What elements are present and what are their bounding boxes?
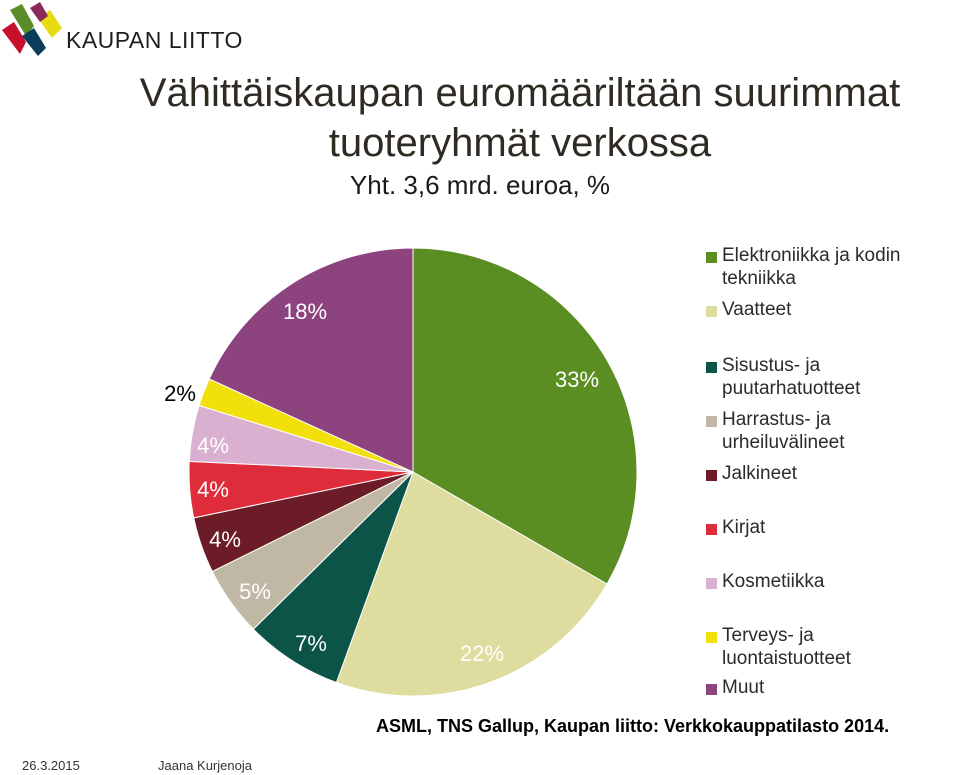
logo-text: KAUPAN LIITTO [66, 27, 243, 53]
chart-source: ASML, TNS Gallup, Kaupan liitto: Verkkok… [376, 716, 890, 736]
legend-label: Kosmetiikka [722, 570, 952, 593]
legend-swatch [706, 362, 717, 373]
legend-label: Vaatteet [722, 298, 952, 321]
pie-slice-label-8: 2% [164, 381, 196, 406]
legend-label-line: Muut [722, 677, 765, 698]
legend-label-line: tekniikka [722, 268, 796, 289]
footer-date: 26.3.2015 [22, 758, 80, 773]
legend-label-line: Harrastus- ja [722, 409, 831, 430]
pie-slice-2 [335, 471, 608, 697]
pie-slice-label-4: 5% [239, 579, 271, 604]
footer-author: Jaana Kurjenoja [158, 758, 252, 773]
logo-mark-red [2, 22, 26, 54]
legend-label-line: luontaistuotteet [722, 648, 851, 669]
legend-label: Jalkineet [722, 462, 952, 485]
legend-label-line: urheiluvälineet [722, 432, 845, 453]
legend-swatch [706, 684, 717, 695]
legend-label: Terveys- ja luontaistuotteet [722, 624, 952, 670]
legend-swatch [706, 416, 717, 427]
chart-title-line-1: Vähittäiskaupan euromääriltään suurimmat [139, 71, 901, 115]
logo-mark-purple [30, 2, 48, 22]
legend-label-line: Kirjat [722, 517, 766, 538]
pie-slice-9 [208, 247, 414, 473]
pie-slice-label-1: 33% [555, 367, 599, 392]
legend-label-line: Kosmetiikka [722, 571, 825, 592]
kaupan-liitto-logo [2, 2, 62, 56]
legend-label-line: Vaatteet [722, 299, 792, 320]
pie-slice-label-7: 4% [197, 433, 229, 458]
legend-swatch [706, 524, 717, 535]
logo-mark-navy [22, 28, 46, 56]
legend-swatch [706, 306, 717, 317]
pie-slice-label-2: 22% [460, 641, 504, 666]
chart-title-line-2: tuoteryhmät verkossa [328, 121, 712, 165]
pie-slice-label-5: 4% [209, 527, 241, 552]
legend-label: Harrastus- ja urheiluvälineet [722, 408, 952, 454]
pie-slice-label-6: 4% [197, 477, 229, 502]
legend-label: Sisustus- ja puutarhatuotteet [722, 354, 952, 400]
legend-label-line: Terveys- ja [722, 625, 814, 646]
legend-label: Kirjat [722, 516, 952, 539]
legend-swatch [706, 578, 717, 589]
legend-swatch [706, 470, 717, 481]
legend-label-line: Elektroniikka ja kodin [722, 245, 901, 266]
legend-label: Elektroniikka ja kodin tekniikka [722, 244, 952, 290]
legend-swatch [706, 632, 717, 643]
pie-slice-label-3: 7% [295, 631, 327, 656]
pie-slice-label-9: 18% [283, 299, 327, 324]
legend-label-line: Jalkineet [722, 463, 797, 484]
legend-swatch [706, 252, 717, 263]
legend-label-line: puutarhatuotteet [722, 378, 861, 399]
legend-label-line: Sisustus- ja [722, 355, 821, 376]
pie-slice-1 [412, 247, 638, 585]
legend-label: Muut [722, 676, 952, 699]
logo-mark-green [10, 4, 34, 36]
chart-subtitle: Yht. 3,6 mrd. euroa, % [349, 170, 611, 200]
